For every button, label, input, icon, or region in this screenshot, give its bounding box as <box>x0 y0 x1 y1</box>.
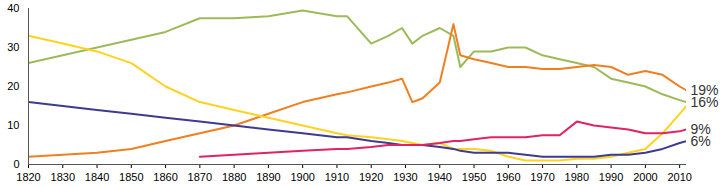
svg-text:1980: 1980 <box>565 171 589 183</box>
svg-text:40: 40 <box>7 2 19 14</box>
svg-text:1850: 1850 <box>119 171 143 183</box>
svg-text:2010: 2010 <box>667 171 691 183</box>
svg-text:1880: 1880 <box>222 171 246 183</box>
svg-text:1860: 1860 <box>153 171 177 183</box>
svg-text:1820: 1820 <box>16 171 40 183</box>
svg-text:1910: 1910 <box>325 171 349 183</box>
svg-text:6%: 6% <box>691 133 711 149</box>
svg-text:1890: 1890 <box>256 171 280 183</box>
svg-text:30: 30 <box>7 41 19 53</box>
svg-text:19%: 19% <box>690 81 719 98</box>
svg-text:1870: 1870 <box>188 171 212 183</box>
svg-text:10: 10 <box>7 119 19 131</box>
svg-text:1940: 1940 <box>428 171 452 183</box>
svg-text:20: 20 <box>7 80 19 92</box>
svg-text:9%: 9% <box>690 120 711 137</box>
svg-text:1840: 1840 <box>85 171 109 183</box>
svg-text:1950: 1950 <box>462 171 486 183</box>
svg-text:0: 0 <box>13 158 19 170</box>
svg-text:1970: 1970 <box>530 171 554 183</box>
svg-text:1920: 1920 <box>359 171 383 183</box>
svg-text:16%: 16% <box>691 94 719 110</box>
svg-text:1930: 1930 <box>393 171 417 183</box>
svg-text:1990: 1990 <box>599 171 623 183</box>
svg-text:1960: 1960 <box>496 171 520 183</box>
svg-text:1900: 1900 <box>290 171 314 183</box>
svg-text:2000: 2000 <box>633 171 657 183</box>
svg-text:1830: 1830 <box>51 171 75 183</box>
